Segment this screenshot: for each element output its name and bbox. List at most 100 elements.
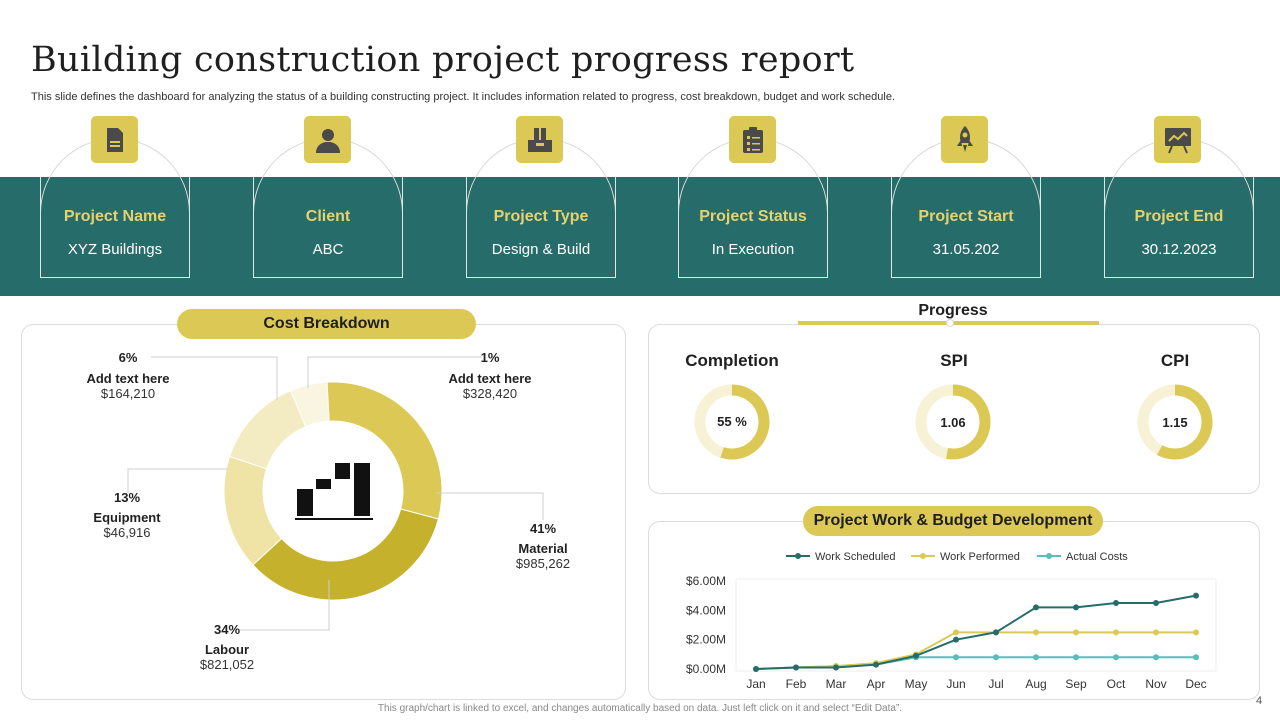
cost-breakdown-title: Cost Breakdown — [177, 309, 476, 339]
x-tick-label: Dec — [1185, 677, 1206, 691]
cost-amount: $821,052 — [199, 657, 255, 672]
data-point — [793, 664, 799, 671]
series-lines — [753, 592, 1199, 672]
leader-line — [127, 468, 228, 493]
x-tick-label: Aug — [1025, 677, 1046, 691]
cost-name: Equipment — [93, 510, 161, 525]
card-value: Design & Build — [491, 241, 591, 258]
card-value: XYZ Buildings — [67, 241, 163, 258]
rocket-icon — [941, 116, 988, 163]
gauge-title-cpi: CPI — [1160, 351, 1190, 370]
cost-name: Labour — [204, 642, 250, 657]
x-tick-label: Jun — [946, 677, 965, 691]
card-project-status — [678, 177, 828, 278]
cost-amount: $328,420 — [462, 386, 518, 401]
leader-line — [436, 492, 544, 520]
data-point — [873, 661, 879, 668]
cost-label-equipment: 13% Equipment $46,916 — [77, 490, 177, 540]
card-client — [253, 177, 403, 278]
gauge-fill — [945, 384, 991, 460]
data-point — [913, 652, 919, 659]
cost-label-material: 41% Material $985,262 — [493, 521, 593, 571]
data-point — [1073, 604, 1079, 611]
card-label: Project Name — [63, 208, 167, 225]
work-budget-title: Project Work & Budget Development — [803, 506, 1103, 536]
gauge-value-spi: 1.06 — [940, 415, 965, 430]
leader-lines — [127, 356, 544, 631]
y-tick-label: $4.00M — [686, 603, 726, 617]
cost-name: Add text here — [448, 371, 532, 386]
gauge-rings — [694, 384, 1213, 460]
data-point — [1033, 629, 1039, 636]
data-point — [1033, 604, 1039, 611]
donut-slice — [228, 389, 307, 470]
card-project-start — [891, 177, 1041, 278]
page-number: 4 — [1256, 695, 1263, 707]
page-title: Building construction project progress r… — [31, 40, 855, 80]
gauge-title-completion: Completion — [685, 351, 779, 370]
gauge-fill — [720, 384, 770, 460]
cost-pct: 1% — [480, 350, 500, 365]
footnote: This graph/chart is linked to excel, and… — [377, 703, 903, 714]
y-axis: $0.00M $2.00M $4.00M $6.00M — [686, 574, 1217, 676]
legend-label: Actual Costs — [1066, 551, 1128, 563]
x-tick-label: Apr — [867, 677, 886, 691]
legend-marker — [795, 553, 801, 559]
x-tick-label: Jul — [988, 677, 1003, 691]
x-axis: Jan Feb Mar Apr May Jun Jul Aug Sep Oct Nov Dec — [746, 677, 1206, 691]
data-point — [833, 664, 839, 671]
x-tick-label: Jan — [746, 677, 765, 691]
donut-slice — [252, 508, 439, 601]
gauge-fill — [1156, 384, 1213, 460]
x-tick-label: May — [905, 677, 928, 691]
cost-label-other-1: 6% Add text here $164,210 — [78, 350, 178, 401]
donut-slice — [326, 381, 443, 520]
x-tick-label: Mar — [826, 677, 847, 691]
x-tick-label: Sep — [1065, 677, 1087, 691]
cost-amount: $164,210 — [100, 386, 156, 401]
gauge-value-completion: 55 % — [717, 414, 747, 429]
chart-legend: Work Scheduled Work Performed Actual Costs — [786, 551, 1128, 563]
data-point — [953, 629, 959, 636]
legend-label: Work Scheduled — [815, 551, 896, 563]
clipboard-icon — [729, 116, 776, 163]
data-point — [993, 629, 999, 636]
card-label: Project Type — [493, 208, 589, 225]
data-point — [1193, 654, 1199, 661]
cost-amount: $46,916 — [103, 525, 151, 540]
card-value: 30.12.2023 — [1141, 241, 1217, 258]
card-value: In Execution — [711, 241, 795, 258]
card-value: 31.05.202 — [932, 241, 1000, 258]
card-project-name — [40, 177, 190, 278]
cost-pct: 34% — [213, 622, 241, 637]
gauge-value-cpi: 1.15 — [1162, 415, 1187, 430]
x-tick-label: Oct — [1107, 677, 1126, 691]
data-point — [1113, 600, 1119, 606]
x-tick-label: Nov — [1145, 677, 1166, 691]
legend-label: Work Performed — [940, 551, 1020, 563]
bar-chart-icon — [295, 463, 373, 520]
leader-line — [151, 356, 278, 400]
page-subtitle: This slide defines the dashboard for ana… — [31, 91, 895, 103]
cost-name: Add text here — [86, 371, 170, 386]
leader-line — [307, 356, 482, 388]
progress-title: Progress — [918, 302, 988, 319]
data-point — [953, 636, 959, 643]
cost-label-other-2: 1% Add text here $328,420 — [440, 350, 540, 401]
y-tick-label: $0.00M — [686, 662, 726, 676]
cost-amount: $985,262 — [515, 556, 571, 571]
data-point — [1153, 629, 1159, 636]
file-drawer-icon — [516, 116, 563, 163]
data-point — [1113, 654, 1119, 661]
leader-line — [240, 580, 330, 631]
y-tick-label: $6.00M — [686, 574, 726, 588]
gauge-title-spi: SPI — [940, 351, 968, 370]
data-point — [1113, 629, 1119, 636]
legend-marker — [1046, 553, 1052, 559]
cost-label-labour: 34% Labour $821,052 — [177, 622, 277, 672]
work-budget-panel — [648, 521, 1260, 700]
cost-pct: 6% — [118, 350, 138, 365]
